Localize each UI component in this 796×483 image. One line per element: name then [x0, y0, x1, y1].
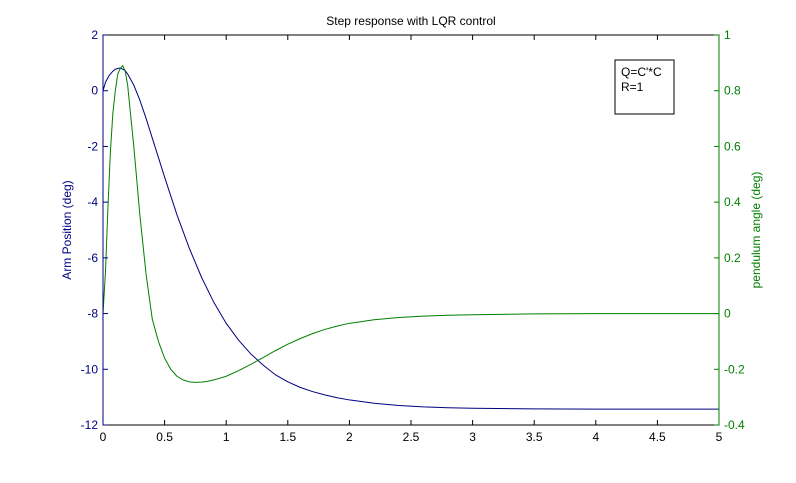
annotation-line-q: Q=C'*C [621, 65, 662, 79]
x-tick-label: 3 [469, 430, 476, 444]
y-left-tick-label: -12 [81, 418, 99, 432]
y-right-tick-label: 1 [724, 28, 731, 42]
y-right-tick-label: -0.4 [724, 418, 745, 432]
y-left-tick-label: -4 [87, 195, 98, 209]
x-tick-label: 4 [592, 430, 599, 444]
x-tick-label: 3.5 [526, 430, 543, 444]
x-tick-label: 2 [346, 430, 353, 444]
y-right-tick-label: 0.4 [724, 195, 741, 209]
y-left-tick-label: -6 [87, 251, 98, 265]
y-right-tick-label: -0.2 [724, 362, 745, 376]
annotation-border [614, 59, 675, 115]
y-left-tick-label: 0 [91, 84, 98, 98]
x-tick-label: 1.5 [279, 430, 296, 444]
y-axis-right-label: pendulum angle (deg) [749, 172, 763, 289]
y-right-tick-label: 0.2 [724, 251, 741, 265]
x-tick-label: 4.5 [649, 430, 666, 444]
chart-title: Step response with LQR control [326, 14, 495, 28]
y-left-tick-label: -10 [81, 362, 99, 376]
series-layer [102, 64, 719, 410]
y-axis-left-label: Arm Position (deg) [60, 180, 74, 279]
y-left-tick-label: -2 [87, 139, 98, 153]
series-line-pendulum-angle [102, 64, 719, 383]
x-tick-label: 1 [223, 430, 230, 444]
annotation-box: Q=C'*C R=1 [614, 59, 675, 115]
y-right-tick-label: 0 [724, 307, 731, 321]
series-line-arm-position [102, 67, 719, 410]
annotation-line-r: R=1 [621, 80, 644, 94]
x-tick-label: 0.5 [156, 430, 173, 444]
y-right-tick-label: 0.8 [724, 84, 741, 98]
x-tick-label: 0 [100, 430, 107, 444]
y-right-tick-label: 0.6 [724, 139, 741, 153]
x-tick-label: 2.5 [403, 430, 420, 444]
ticks-layer: 0 0.5 1 1.5 2 2.5 3 3.5 4 4.5 5 -12 -10 -8 -6 -4 -2 0 2 -0.… [81, 28, 745, 444]
y-left-tick-label: 2 [91, 28, 98, 42]
y-left-tick-label: -8 [87, 307, 98, 321]
x-tick-label: 5 [716, 430, 723, 444]
